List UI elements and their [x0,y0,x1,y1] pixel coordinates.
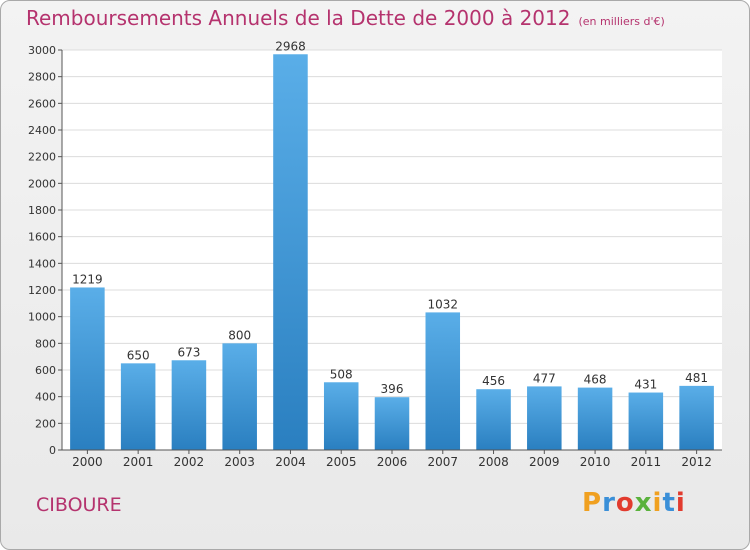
data-label-2006: 396 [381,382,404,396]
bar-2009 [527,386,562,450]
bar-2006 [374,397,410,450]
x-tick-label: 2002 [174,455,205,469]
x-tick-label: 2005 [326,455,357,469]
logo-letter: P [582,488,603,518]
x-tick-label: 2003 [224,455,255,469]
y-tick-label: 1800 [28,204,56,217]
x-tick-label: 2007 [427,455,458,469]
logo-letter: x [634,488,653,518]
y-tick-label: 600 [35,364,56,377]
y-tick-label: 200 [35,417,56,430]
y-tick-label: 400 [35,391,56,404]
bar-2011 [628,392,664,450]
bar-2007 [425,312,461,450]
data-label-2008: 456 [482,374,505,388]
data-label-2000: 1219 [72,272,103,286]
y-tick-label: 1000 [28,311,56,324]
logo-letter: r [602,488,616,518]
bar-2003 [222,343,257,450]
data-label-2005: 508 [330,367,353,381]
y-tick-label: 2600 [28,97,56,110]
bar-2008 [476,389,511,450]
bar-2001 [120,363,156,450]
unit-note: (en milliers d'€) [578,15,665,28]
proxiti-logo[interactable]: Proxiti [582,488,686,518]
logo-letter: o [615,488,635,518]
data-label-2003: 800 [228,328,251,342]
x-tick-label: 2000 [72,455,103,469]
data-label-2011: 431 [634,378,657,392]
y-tick-label: 1600 [28,231,56,244]
data-label-2010: 468 [584,373,607,387]
x-tick-label: 2008 [478,455,509,469]
y-tick-label: 2000 [28,177,56,190]
y-tick-label: 2800 [28,71,56,84]
x-tick-label: 2004 [275,455,306,469]
bar-2012 [679,385,714,450]
bar-2000 [70,287,105,450]
chart-title-text: Remboursements Annuels de la Dette de 20… [26,6,571,30]
bar-2002 [171,360,207,450]
chart-title: Remboursements Annuels de la Dette de 20… [26,6,665,30]
logo-letter: t [662,488,676,518]
y-tick-label: 3000 [28,44,56,57]
bar-2010 [577,387,613,450]
bars: 1219 650 673 800 2968 508 396 1032 456 477 468 431 4… [70,39,714,451]
y-tick-label: 800 [35,337,56,350]
data-label-2009: 477 [533,371,556,385]
y-tick-label: 2200 [28,151,56,164]
axes: 0 200 400 600 800 1000 1200 1400 1600 1800 2000 220… [28,44,722,469]
x-tick-label: 2010 [580,455,611,469]
x-tick-label: 2009 [529,455,560,469]
y-tick-label: 1200 [28,284,56,297]
logo-letter: i [652,488,663,518]
data-label-2004: 2968 [275,39,306,53]
data-label-2001: 650 [127,348,150,362]
logo-letter: i [675,488,686,518]
data-label-2012: 481 [685,371,708,385]
y-tick-label: 0 [49,444,56,457]
data-label-2007: 1032 [427,297,458,311]
x-tick-label: 2001 [123,455,154,469]
x-tick-label: 2012 [681,455,712,469]
x-tick-label: 2011 [631,455,662,469]
y-tick-label: 2400 [28,124,56,137]
city-name: CIBOURE [36,494,122,516]
data-label-2002: 673 [177,345,200,359]
bar-2004 [273,54,308,451]
y-tick-label: 1400 [28,257,56,270]
bar-2005 [323,382,359,450]
x-tick-label: 2006 [377,455,408,469]
